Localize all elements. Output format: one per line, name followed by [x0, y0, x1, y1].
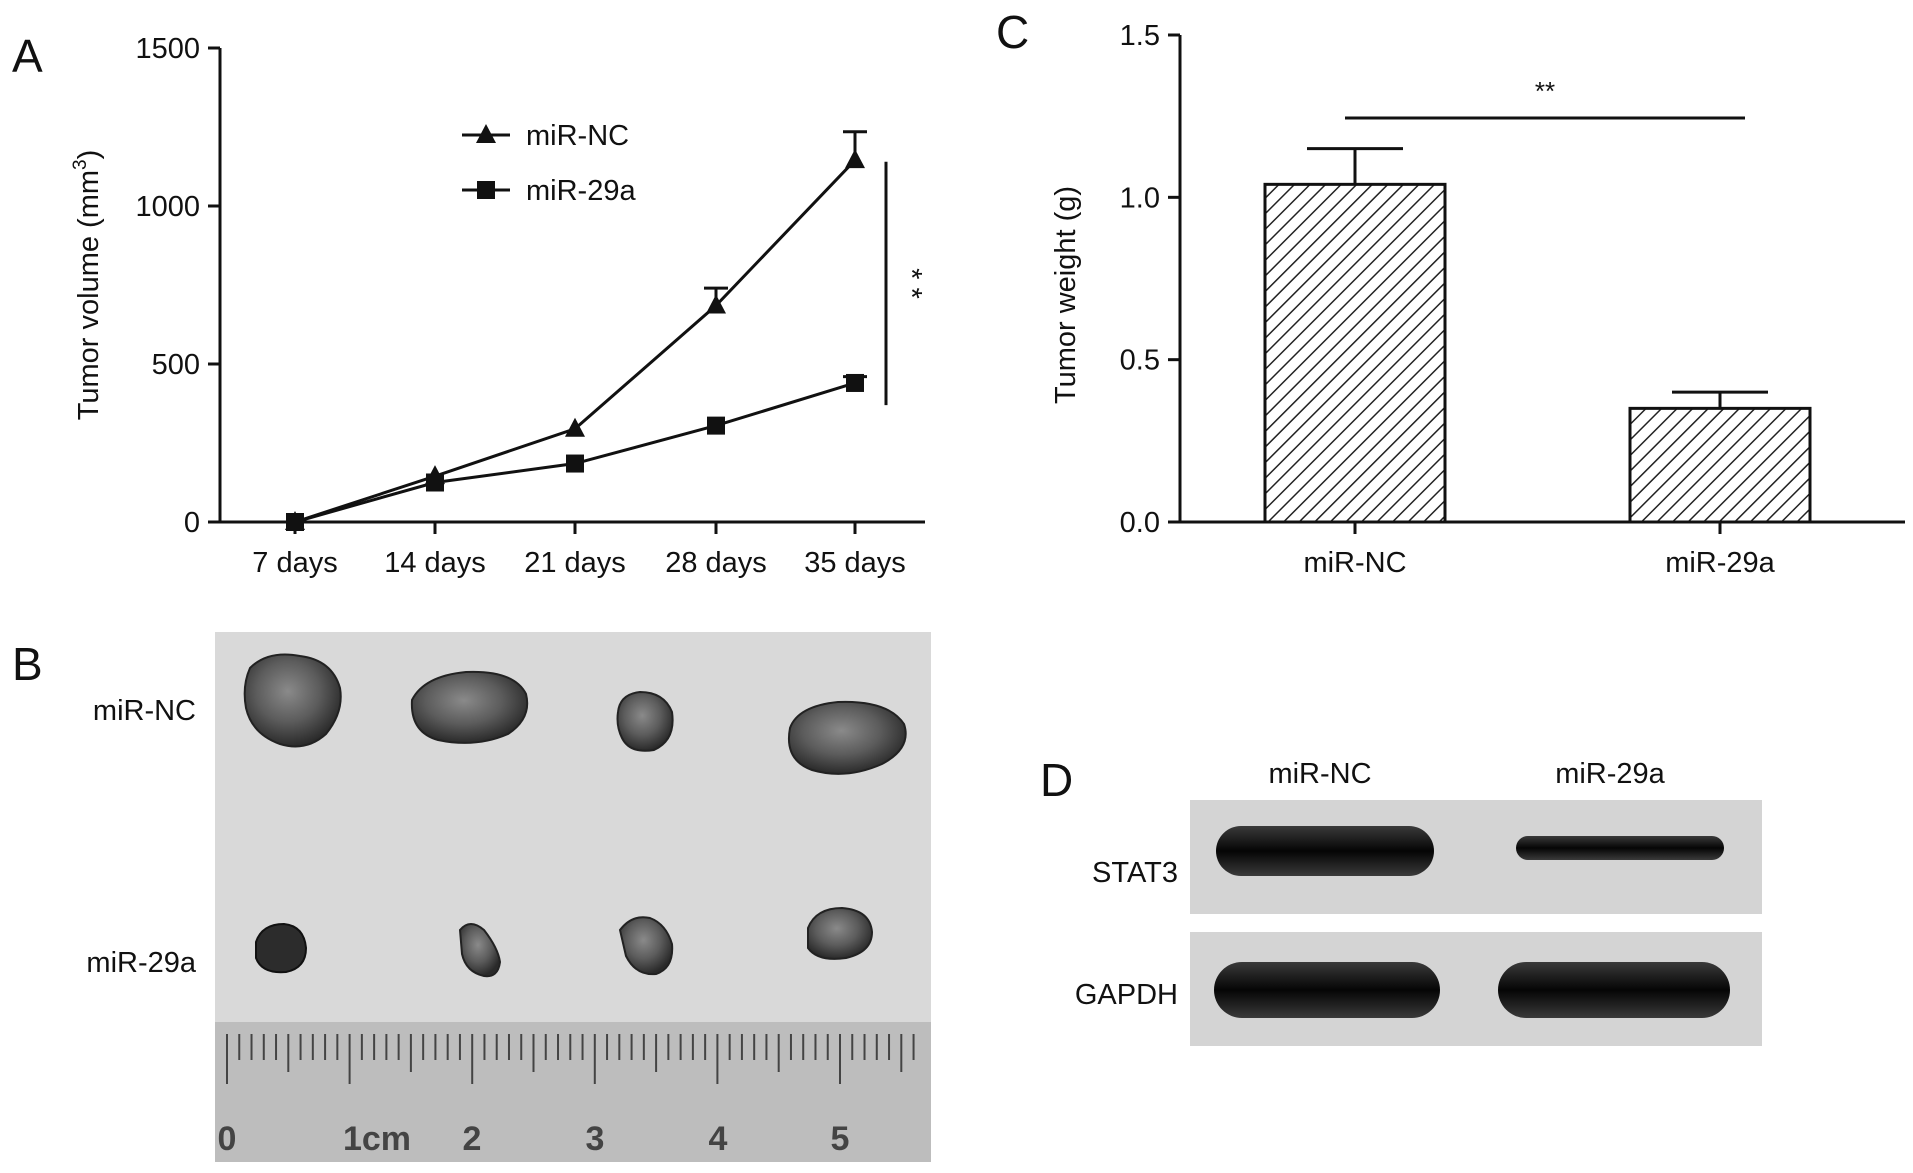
tumor-nc-1 [243, 653, 342, 748]
a-y-tick-label: 500 [152, 349, 200, 381]
c-y-tick-label: 0.0 [1120, 507, 1160, 539]
a-legend-marker-0 [476, 124, 496, 143]
ruler-label-2: 2 [463, 1120, 482, 1158]
a-y-tick-label: 1500 [135, 33, 200, 65]
a-y-axis-label-sup: 3 [70, 159, 91, 170]
band-gapdh-nc [1214, 962, 1440, 1018]
ruler-label-4: 4 [709, 1120, 728, 1158]
c-y-tick-label: 0.5 [1120, 345, 1160, 377]
tumor-nc-4 [788, 700, 907, 775]
tumor-29a-3 [618, 916, 674, 976]
ruler-label-0: 0 [218, 1120, 237, 1158]
a-series-line-1 [294, 381, 856, 524]
a-y-axis-label-main: Tumor volume (mm [73, 170, 105, 420]
a-y-tick-label: 1000 [135, 191, 200, 223]
ruler-label-1cm: 1cm [343, 1120, 411, 1158]
band-gapdh-29a [1498, 962, 1730, 1018]
c-x-tick-label: miR-NC [1303, 547, 1406, 579]
a-legend-label-0: miR-NC [526, 120, 629, 152]
a-point-1 [566, 454, 584, 473]
a-x-tick-label: 35 days [804, 547, 906, 579]
a-point-0 [565, 417, 585, 437]
band-stat3-nc [1216, 826, 1434, 876]
band-stat3-29a [1516, 836, 1724, 860]
blot-row-label-stat3: STAT3 [1092, 857, 1178, 889]
tumor-weight-bar-chart: 0.0 0.5 1.0 1.5 Tumor weight (g) miR-NC miR-29… [1050, 20, 1905, 579]
panel-label-c: C [996, 6, 1029, 58]
a-point-1 [286, 513, 304, 531]
blot-col-label-29a: miR-29a [1555, 758, 1665, 790]
panel-label-d: D [1040, 754, 1073, 806]
tumor-29a-1 [255, 922, 308, 974]
a-point-0 [706, 294, 726, 314]
a-y-tick-label: 0 [184, 507, 200, 539]
tumor-photo: miR-NC miR-29a 0 1cm 2 3 4 5 [86, 632, 931, 1162]
ruler [215, 1022, 931, 1162]
tumor-29a-2 [458, 923, 502, 978]
a-legend-label-1: miR-29a [526, 175, 636, 207]
western-blot: miR-NC miR-29a STAT3 GAPDH [1075, 758, 1762, 1046]
blot-row-label-gapdh: GAPDH [1075, 979, 1178, 1011]
a-x-tick-label: 21 days [524, 547, 626, 579]
c-bar [1628, 406, 1812, 524]
c-y-tick-label: 1.5 [1120, 20, 1160, 52]
c-x-tick-label: miR-29a [1665, 547, 1775, 579]
a-legend-marker-1 [477, 181, 495, 199]
tumor-29a-4 [807, 906, 874, 960]
tumor-nc-3 [616, 690, 674, 752]
a-point-1 [707, 416, 725, 435]
c-significance-label: ** [1535, 76, 1555, 106]
a-point-0 [845, 149, 865, 169]
c-bar [1263, 182, 1447, 524]
a-y-axis-label-end: ) [73, 150, 105, 160]
panel-label-b: B [12, 638, 43, 690]
photo-row-label-nc: miR-NC [93, 695, 196, 727]
tumor-nc-2 [410, 670, 529, 744]
ruler-ticks [226, 1034, 915, 1084]
c-y-tick-label: 1.0 [1120, 182, 1160, 214]
a-x-tick-label: 14 days [384, 547, 486, 579]
a-point-1 [426, 473, 444, 492]
c-y-axis-label: Tumor weight (g) [1050, 186, 1082, 404]
a-y-axis-label: Tumor volume (mm3) [70, 150, 105, 421]
tumor-volume-line-chart: 0 500 1000 1500 7 days 14 days 21 days 28 days 3… [70, 33, 927, 579]
a-x-tick-label: 7 days [252, 547, 337, 579]
blot-col-label-nc: miR-NC [1268, 758, 1371, 790]
a-significance-label: * * [895, 268, 927, 299]
photo-row-label-29a: miR-29a [86, 947, 196, 979]
panel-label-a: A [12, 30, 43, 82]
a-point-1 [846, 373, 864, 392]
ruler-label-3: 3 [586, 1120, 605, 1158]
a-x-tick-label: 28 days [665, 547, 767, 579]
ruler-label-5: 5 [831, 1120, 850, 1158]
